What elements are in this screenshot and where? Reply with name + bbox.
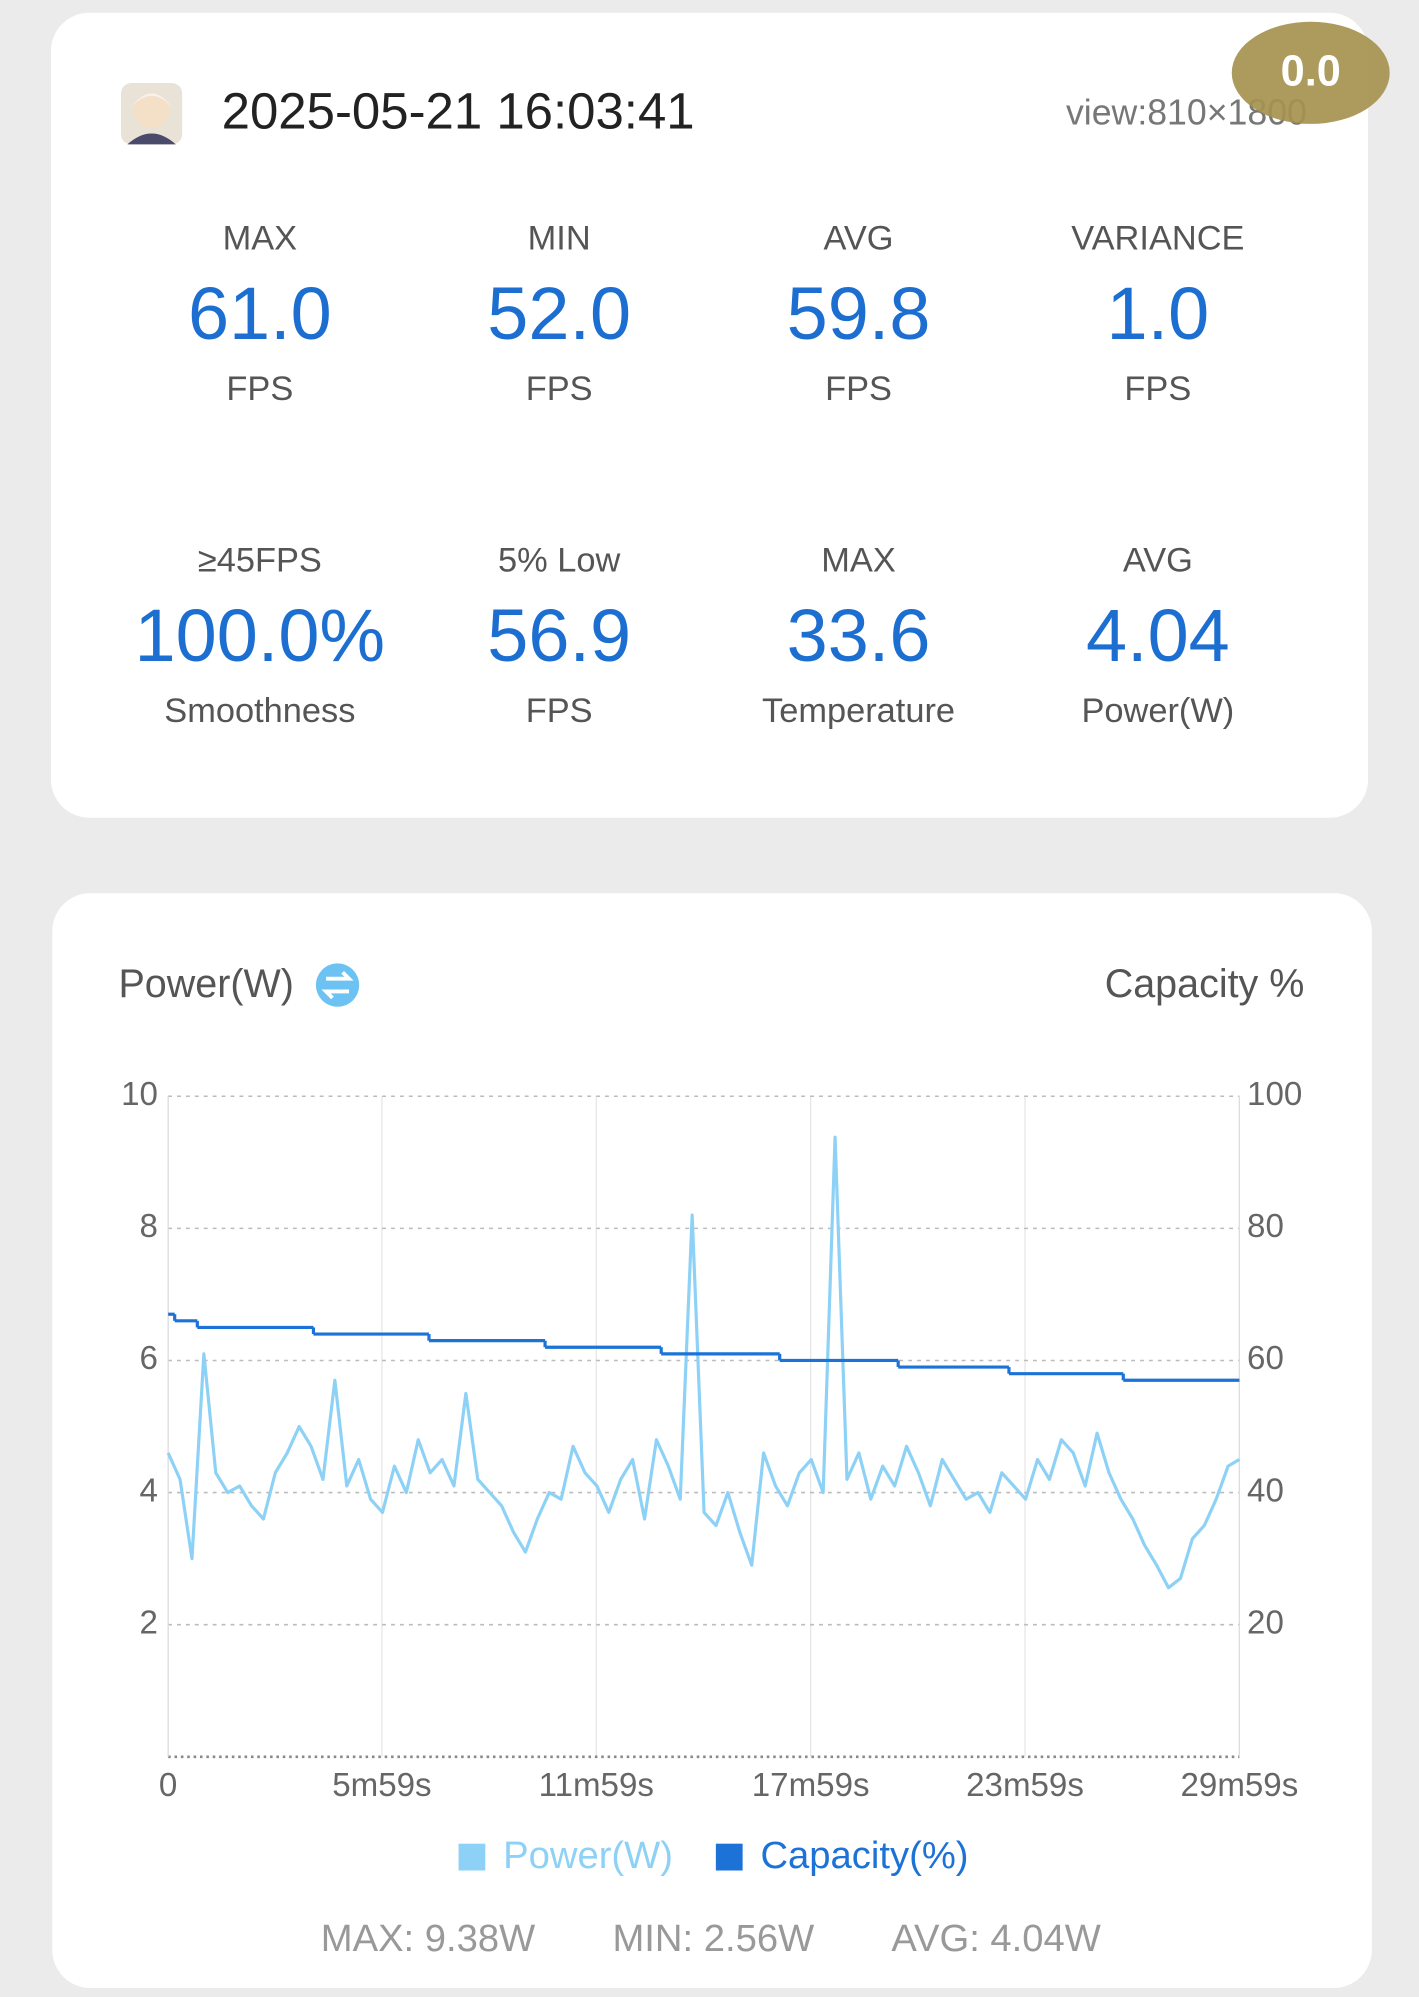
- timestamp: 2025-05-21 16:03:41: [222, 82, 695, 139]
- y2-title: Capacity %: [1105, 962, 1305, 1006]
- stat-unit: FPS: [526, 370, 593, 408]
- icon-face: [133, 91, 170, 128]
- legend-swatch: [715, 1843, 743, 1871]
- summary-text: MIN: 2.56W: [612, 1917, 814, 1960]
- y-tick-label: 2: [140, 1604, 158, 1641]
- y2-tick-label: 80: [1247, 1208, 1284, 1245]
- stat-label: ≥45FPS: [198, 541, 322, 579]
- stat-value: 33.6: [787, 594, 931, 677]
- badge-text: 0.0: [1281, 48, 1341, 96]
- chart-title: Power(W): [118, 962, 293, 1006]
- stat-unit: Temperature: [762, 692, 955, 730]
- x-tick-label: 23m59s: [966, 1767, 1084, 1804]
- app-icon[interactable]: [121, 83, 183, 145]
- x-tick-label: 29m59s: [1181, 1767, 1299, 1804]
- stat-value: 1.0: [1107, 272, 1210, 355]
- stats-grid: MAX 61.0 FPS MIN 52.0 FPS AVG 59.8 FPS VARIANCE 1.…: [135, 219, 1245, 730]
- stat-unit: Smoothness: [164, 692, 355, 730]
- y-tick-label: 8: [140, 1208, 158, 1245]
- stat-value: 56.9: [487, 594, 631, 677]
- stat-value: 4.04: [1086, 594, 1230, 677]
- y2-tick-label: 100: [1247, 1076, 1302, 1113]
- legend-label: Capacity(%): [760, 1834, 968, 1877]
- stat-value: 61.0: [188, 272, 332, 355]
- swap-button[interactable]: [315, 963, 360, 1007]
- fps-badge[interactable]: [1231, 21, 1390, 124]
- stat-unit: FPS: [825, 370, 892, 408]
- stat-value: 59.8: [787, 272, 931, 355]
- power-line: [166, 1135, 1241, 1590]
- y-tick-label: 4: [140, 1472, 158, 1509]
- icon-hair: [131, 93, 172, 108]
- swap-arrows: [321, 970, 354, 1000]
- stat-label: AVG: [824, 219, 894, 257]
- stat-label: MAX: [821, 541, 896, 579]
- swap-icon: [315, 963, 360, 1007]
- stat-unit: FPS: [1124, 370, 1191, 408]
- stat-unit: FPS: [226, 370, 293, 408]
- x-tick-label: 5m59s: [332, 1767, 431, 1804]
- stat-label: MAX: [223, 219, 298, 257]
- stat-label: MIN: [528, 219, 591, 257]
- chart-card: [52, 893, 1372, 1989]
- stat-unit: Power(W): [1081, 692, 1234, 730]
- x-tick-label: 0: [159, 1767, 177, 1804]
- stat-value: 52.0: [487, 272, 631, 355]
- stat-label: 5% Low: [498, 541, 620, 579]
- stats-card: [50, 12, 1369, 818]
- icon-body: [127, 133, 176, 145]
- x-tick-label: 11m59s: [539, 1767, 654, 1804]
- stat-unit: FPS: [526, 692, 593, 730]
- y2-tick-label: 40: [1247, 1472, 1284, 1509]
- stat-value: 100.0%: [135, 594, 386, 677]
- y-tick-label: 10: [121, 1076, 158, 1113]
- y2-tick-label: 60: [1247, 1340, 1284, 1377]
- x-tick-label: 17m59s: [752, 1767, 870, 1804]
- summary-text: AVG: 4.04W: [891, 1917, 1101, 1960]
- legend-label: Power(W): [503, 1834, 673, 1877]
- legend-swatch: [458, 1843, 486, 1871]
- y-tick-label: 6: [140, 1340, 158, 1377]
- y2-tick-label: 20: [1247, 1604, 1284, 1641]
- stat-label: AVG: [1123, 541, 1193, 579]
- stat-label: VARIANCE: [1071, 219, 1244, 257]
- plot: 0 5m59s 11m59s 17m59s 23m59s 29m59s 2 4 6 8 10 20 40…: [121, 1076, 1302, 1960]
- summary-text: MAX: 9.38W: [321, 1917, 535, 1960]
